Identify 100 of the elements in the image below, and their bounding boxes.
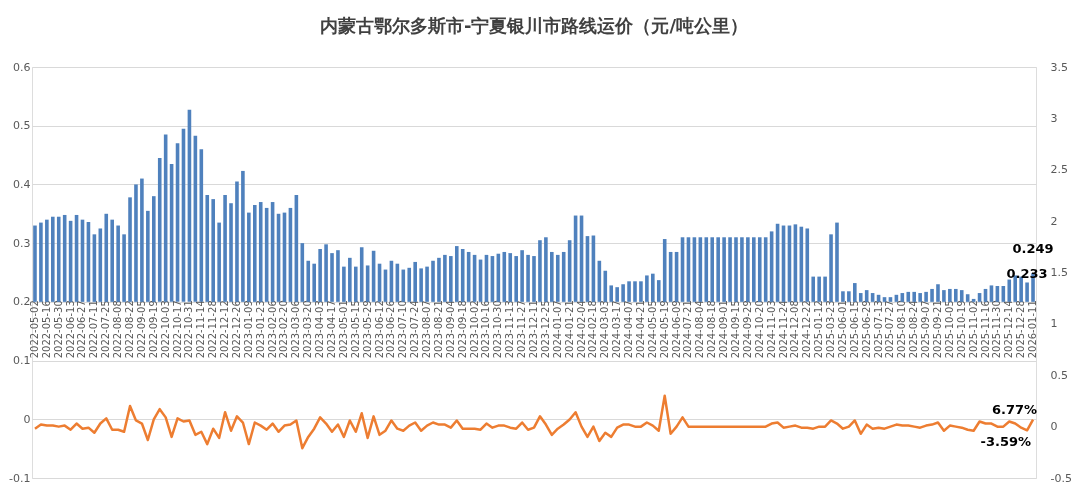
y2-tick-label: 3.5 xyxy=(1050,60,1068,74)
x-tick-label: 2023-09-18 xyxy=(456,300,468,359)
x-tick-label: 2023-10-30 xyxy=(492,300,504,359)
bar xyxy=(752,237,756,302)
bar xyxy=(454,246,459,302)
y-tick-label: 0 xyxy=(23,412,31,426)
bar xyxy=(936,284,940,302)
bar xyxy=(526,254,530,302)
x-tick-label: 2025-06-15 xyxy=(848,300,860,359)
bar xyxy=(252,204,257,302)
x-tick-label: 2024-12-22 xyxy=(801,300,813,359)
x-tick-label: 2023-02-06 xyxy=(266,300,278,359)
data-label: 0.249 xyxy=(1012,241,1054,257)
x-tick-label: 2022-06-27 xyxy=(76,300,88,359)
x-tick-label: 2024-08-04 xyxy=(694,300,706,359)
x-tick-label: 2022-12-12 xyxy=(219,300,231,359)
y-tick-label: 0.2 xyxy=(13,295,31,309)
bar xyxy=(306,260,311,302)
bar xyxy=(716,237,720,302)
bar xyxy=(847,291,851,302)
x-tick-label: 2024-05-05 xyxy=(646,300,658,359)
bar xyxy=(746,237,750,302)
x-tick-label: 2024-06-09 xyxy=(670,300,682,359)
bar xyxy=(413,261,417,302)
x-tick-label: 2024-10-20 xyxy=(753,300,765,359)
bar xyxy=(39,222,43,302)
y2-tick-label: 0.5 xyxy=(1050,368,1068,382)
x-tick-label: 2022-07-11 xyxy=(88,300,100,359)
x-tick-label: 2025-09-07 xyxy=(920,300,932,359)
bar xyxy=(330,253,334,302)
x-tick-label: 2023-10-16 xyxy=(480,300,492,359)
bar xyxy=(811,276,816,302)
bar xyxy=(912,291,917,302)
bar xyxy=(318,249,322,302)
bar xyxy=(704,237,709,302)
x-tick-label: 2022-08-08 xyxy=(112,300,124,359)
x-tick-label: 2025-03-23 xyxy=(825,300,837,359)
y2-tick-label: 2 xyxy=(1050,214,1058,228)
bar xyxy=(359,247,364,302)
bar xyxy=(906,291,911,302)
y-tick-label: 0.4 xyxy=(13,177,31,191)
chart-title: 内蒙古鄂尔多斯市-宁夏银川市路线运价（元/吨公里） xyxy=(319,15,749,36)
y2-tick-label: 3 xyxy=(1050,111,1058,125)
bar xyxy=(437,257,441,302)
bar xyxy=(502,251,507,302)
x-tick-label: 2023-12-25 xyxy=(539,300,551,359)
x-tick-label: 2025-06-29 xyxy=(860,300,872,359)
data-label: 0.233 xyxy=(1006,266,1048,282)
x-tick-label: 2025-08-10 xyxy=(896,300,908,359)
bar xyxy=(104,213,109,302)
x-tick-label: 2023-05-29 xyxy=(361,300,373,359)
x-tick-label: 2024-01-07 xyxy=(551,300,563,359)
x-tick-label: 2024-03-17 xyxy=(611,300,623,359)
x-tick-label: 2023-08-21 xyxy=(432,300,444,359)
bar xyxy=(757,237,762,302)
x-tick-label: 2024-11-24 xyxy=(777,300,789,359)
bar xyxy=(419,268,423,302)
x-tick-label: 2023-10-02 xyxy=(468,300,480,359)
bar xyxy=(217,222,221,302)
y2-tick-label: -0.5 xyxy=(1050,471,1072,485)
bar xyxy=(122,234,126,302)
bar xyxy=(603,270,608,302)
x-tick-label: 2023-11-27 xyxy=(516,300,528,359)
bar xyxy=(116,225,120,302)
x-tick-label: 2022-12-26 xyxy=(230,300,242,359)
x-tick-label: 2025-11-16 xyxy=(979,300,991,359)
x-tick-label: 2022-05-30 xyxy=(52,300,64,359)
bar xyxy=(336,250,340,302)
x-tick-label: 2024-02-18 xyxy=(587,300,599,359)
bar xyxy=(858,293,863,302)
x-tick-label: 2023-06-26 xyxy=(385,300,397,359)
x-tick-label: 2022-09-19 xyxy=(147,300,159,359)
bar xyxy=(1019,276,1023,302)
x-tick-label: 2024-07-21 xyxy=(682,300,694,359)
x-tick-label: 2023-05-15 xyxy=(349,300,361,359)
bar xyxy=(734,237,738,302)
bar xyxy=(241,170,245,302)
bar xyxy=(45,219,49,302)
x-tick-label: 2025-10-05 xyxy=(943,300,955,359)
x-tick-label: 2025-11-30 xyxy=(991,300,1003,359)
x-tick-label: 2024-09-01 xyxy=(718,300,730,359)
bar xyxy=(353,266,358,302)
x-tick-label: 2024-05-19 xyxy=(658,300,670,359)
bar xyxy=(146,210,150,302)
bar xyxy=(823,276,827,302)
bar xyxy=(449,256,453,302)
bar xyxy=(348,257,352,302)
x-tick-label: 2024-12-08 xyxy=(789,300,801,359)
bar xyxy=(656,280,661,302)
x-tick-label: 2022-07-25 xyxy=(100,300,112,359)
x-tick-label: 2025-09-21 xyxy=(931,300,943,359)
bar xyxy=(544,237,548,302)
x-tick-label: 2023-02-20 xyxy=(278,300,290,359)
bar xyxy=(817,276,821,302)
bar xyxy=(538,240,542,302)
bar xyxy=(728,237,732,302)
x-tick-label: 2024-02-04 xyxy=(575,300,587,359)
x-tick-label: 2025-06-01 xyxy=(836,300,848,359)
x-tick-label: 2024-08-18 xyxy=(706,300,718,359)
bar xyxy=(555,254,560,302)
